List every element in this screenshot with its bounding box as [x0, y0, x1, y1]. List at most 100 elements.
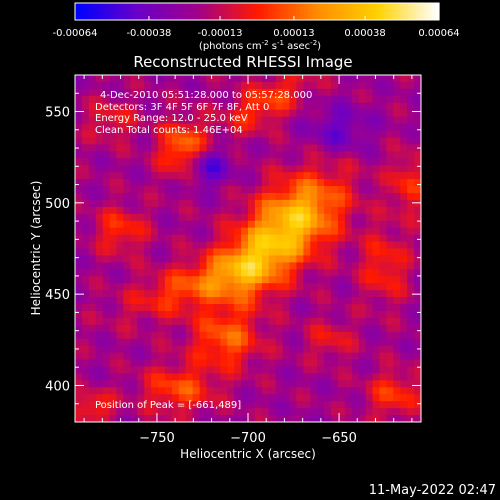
heatmap-cell [206, 248, 214, 256]
colorbar-segment [207, 3, 212, 20]
heatmap-cell [365, 387, 373, 395]
heatmap-cell [393, 95, 401, 104]
heatmap-cell [317, 102, 325, 111]
heatmap-cell [241, 75, 249, 83]
heatmap-cell [206, 338, 214, 347]
heatmap-cell [248, 366, 256, 374]
heatmap-cell [331, 366, 339, 374]
heatmap-cell [386, 95, 394, 104]
heatmap-cell [178, 172, 187, 180]
heatmap-cell [151, 352, 159, 360]
heatmap-cell [358, 179, 367, 187]
heatmap-cell [393, 220, 401, 229]
heatmap-cell [317, 331, 325, 340]
heatmap-cell [199, 352, 207, 360]
heatmap-cell [102, 241, 110, 249]
heatmap-cell [268, 130, 277, 138]
heatmap-cell [261, 297, 270, 305]
heatmap-cell [393, 75, 401, 83]
heatmap-cell [102, 338, 110, 347]
heatmap-cell [365, 373, 373, 381]
heatmap-cell [220, 304, 228, 312]
heatmap-cell [310, 401, 318, 409]
heatmap-cell [81, 137, 90, 145]
heatmap-cell [248, 206, 256, 215]
heatmap-cell [206, 144, 214, 152]
heatmap-cell [75, 206, 83, 215]
heatmap-cell [337, 401, 346, 409]
heatmap-cell [116, 290, 124, 298]
heatmap-cell [151, 109, 159, 118]
heatmap-cell [261, 199, 270, 208]
heatmap-cell [95, 255, 104, 263]
heatmap-cell [192, 179, 200, 187]
heatmap-cell [379, 179, 387, 187]
heatmap-cell [268, 304, 277, 312]
heatmap-cell [130, 304, 138, 312]
heatmap-cell [164, 199, 173, 208]
heatmap-cell [358, 109, 367, 118]
heatmap-cell [358, 345, 367, 353]
heatmap-cell [414, 102, 422, 111]
heatmap-cell [81, 387, 90, 395]
heatmap-cell [81, 276, 90, 284]
heatmap-cell [317, 151, 325, 159]
heatmap-cell [386, 262, 394, 270]
heatmap-cell [268, 165, 277, 173]
heatmap-cell [213, 172, 221, 180]
heatmap-cell [337, 310, 346, 319]
heatmap-cell [164, 151, 173, 159]
heatmap-cell [414, 269, 422, 277]
heatmap-cell [365, 199, 373, 208]
heatmap-cell [206, 408, 214, 416]
heatmap-cell [234, 359, 242, 367]
heatmap-cell [337, 192, 346, 201]
heatmap-cell [206, 290, 214, 298]
heatmap-cell [393, 172, 401, 180]
heatmap-cell [130, 310, 138, 319]
heatmap-cell [144, 310, 152, 319]
heatmap-cell [254, 165, 263, 173]
heatmap-cell [248, 401, 256, 409]
heatmap-cell [137, 394, 145, 402]
heatmap-cell [351, 408, 360, 416]
heatmap-cell [261, 359, 270, 367]
heatmap-cell [171, 262, 180, 270]
heatmap-cell [88, 255, 97, 263]
heatmap-cell [220, 75, 228, 83]
heatmap-cell [289, 199, 297, 208]
heatmap-cell [358, 123, 367, 131]
heatmap-cell [109, 192, 117, 201]
heatmap-cell [275, 373, 283, 381]
heatmap-cell [386, 317, 394, 326]
heatmap-cell [400, 310, 408, 319]
heatmap-cell [185, 144, 194, 152]
heatmap-cell [282, 123, 290, 131]
heatmap-cell [337, 137, 346, 145]
colorbar-segment [111, 3, 116, 20]
heatmap-cell [324, 408, 332, 416]
heatmap-cell [88, 234, 97, 242]
heatmap-cell [351, 331, 360, 340]
colorbar-segment [127, 3, 132, 20]
heatmap-cell [372, 81, 380, 90]
heatmap-cell [123, 324, 131, 333]
heatmap-cell [241, 415, 249, 423]
heatmap-cell [199, 394, 207, 402]
heatmap-cell [289, 144, 297, 152]
heatmap-cell [137, 352, 145, 360]
heatmap-cell [351, 227, 360, 236]
heatmap-cell [248, 179, 256, 187]
colorbar-segment [147, 3, 152, 20]
heatmap-cell [220, 241, 228, 249]
colorbar-segment [339, 3, 344, 20]
heatmap-cell [317, 408, 325, 416]
heatmap-cell [206, 151, 214, 159]
heatmap-cell [337, 179, 346, 187]
heatmap-cell [365, 206, 373, 215]
heatmap-cell [234, 297, 242, 305]
heatmap-cell [130, 380, 138, 388]
heatmap-cell [386, 192, 394, 201]
heatmap-cell [331, 380, 339, 388]
heatmap-cell [337, 248, 346, 256]
